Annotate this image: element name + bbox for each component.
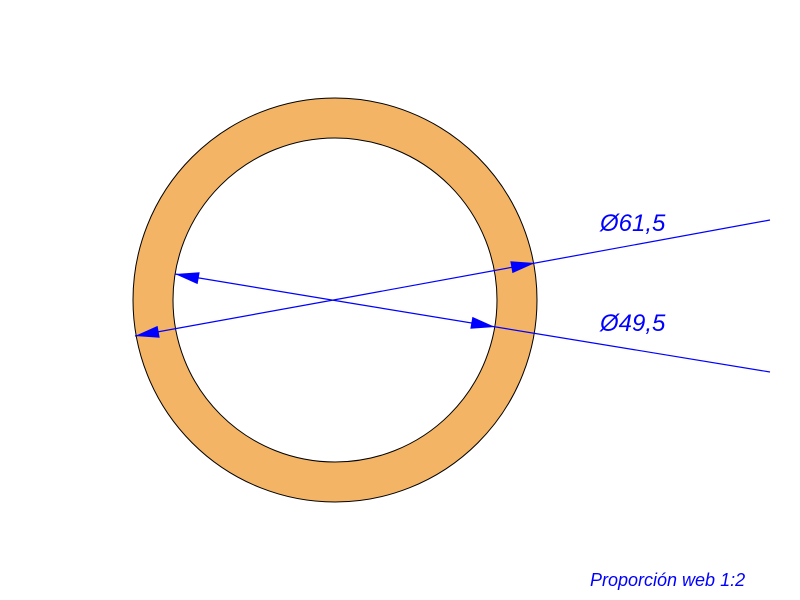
- scale-footer: Proporción web 1:2: [590, 570, 745, 591]
- ring-svg: [0, 0, 800, 600]
- outer-diameter-label: Ø61,5: [600, 210, 665, 238]
- diagram-canvas: Ø61,5 Ø49,5 Proporción web 1:2: [0, 0, 800, 600]
- inner-diameter-label: Ø49,5: [600, 310, 665, 338]
